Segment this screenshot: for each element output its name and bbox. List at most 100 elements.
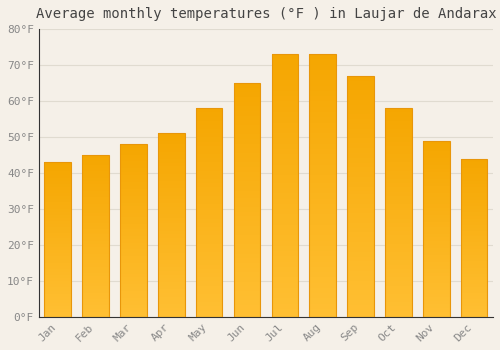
Bar bbox=[234, 132, 260, 134]
Bar bbox=[310, 188, 336, 191]
Bar bbox=[423, 287, 450, 289]
Bar bbox=[82, 221, 109, 223]
Bar bbox=[423, 299, 450, 301]
Bar bbox=[44, 303, 71, 304]
Bar bbox=[423, 160, 450, 162]
Bar bbox=[234, 261, 260, 263]
Bar bbox=[385, 131, 411, 133]
Bar bbox=[82, 299, 109, 301]
Bar bbox=[158, 197, 184, 199]
Bar bbox=[44, 308, 71, 309]
Bar bbox=[82, 236, 109, 238]
Bar bbox=[82, 163, 109, 164]
Bar bbox=[348, 93, 374, 95]
Bar bbox=[348, 119, 374, 121]
Bar bbox=[44, 257, 71, 258]
Bar bbox=[120, 287, 146, 289]
Bar bbox=[44, 260, 71, 261]
Bar bbox=[196, 292, 222, 294]
Bar bbox=[461, 290, 487, 292]
Bar bbox=[423, 225, 450, 227]
Bar bbox=[234, 111, 260, 113]
Bar bbox=[234, 228, 260, 230]
Bar bbox=[423, 142, 450, 144]
Bar bbox=[82, 281, 109, 283]
Bar bbox=[82, 226, 109, 228]
Bar bbox=[348, 247, 374, 249]
Bar bbox=[82, 228, 109, 229]
Bar bbox=[82, 225, 109, 226]
Bar bbox=[44, 297, 71, 298]
Bar bbox=[423, 301, 450, 303]
Bar bbox=[385, 304, 411, 306]
Bar bbox=[196, 242, 222, 244]
Bar bbox=[158, 144, 184, 146]
Bar bbox=[272, 112, 298, 114]
Bar bbox=[120, 177, 146, 179]
Bar bbox=[310, 194, 336, 196]
Bar bbox=[196, 114, 222, 117]
Bar bbox=[234, 158, 260, 160]
Bar bbox=[82, 173, 109, 174]
Bar bbox=[385, 281, 411, 284]
Bar bbox=[120, 231, 146, 232]
Bar bbox=[82, 315, 109, 317]
Bar bbox=[234, 162, 260, 165]
Bar bbox=[461, 247, 487, 249]
Bar bbox=[310, 246, 336, 248]
Bar bbox=[461, 190, 487, 192]
Bar bbox=[461, 304, 487, 306]
Bar bbox=[196, 173, 222, 175]
Bar bbox=[272, 128, 298, 131]
Bar bbox=[120, 163, 146, 165]
Bar bbox=[82, 285, 109, 286]
Bar bbox=[196, 240, 222, 242]
Bar bbox=[234, 160, 260, 162]
Bar bbox=[234, 104, 260, 106]
Bar bbox=[120, 198, 146, 199]
Bar bbox=[120, 213, 146, 215]
Bar bbox=[272, 301, 298, 304]
Bar bbox=[461, 234, 487, 236]
Bar bbox=[310, 290, 336, 293]
Bar bbox=[44, 191, 71, 193]
Bar bbox=[461, 284, 487, 285]
Bar bbox=[158, 231, 184, 232]
Bar bbox=[44, 230, 71, 232]
Bar bbox=[158, 262, 184, 264]
Bar bbox=[82, 220, 109, 221]
Bar bbox=[44, 269, 71, 271]
Bar bbox=[158, 179, 184, 181]
Bar bbox=[272, 191, 298, 194]
Bar bbox=[423, 236, 450, 238]
Bar bbox=[196, 219, 222, 221]
Bar bbox=[234, 88, 260, 90]
Bar bbox=[120, 305, 146, 307]
Bar bbox=[44, 224, 71, 225]
Bar bbox=[385, 188, 411, 190]
Bar bbox=[461, 306, 487, 307]
Bar bbox=[385, 190, 411, 192]
Bar bbox=[423, 298, 450, 299]
Bar bbox=[44, 235, 71, 236]
Bar bbox=[310, 186, 336, 188]
Bar bbox=[272, 312, 298, 314]
Bar bbox=[348, 278, 374, 281]
Bar bbox=[272, 72, 298, 75]
Bar bbox=[196, 221, 222, 223]
Bar bbox=[310, 72, 336, 75]
Bar bbox=[461, 189, 487, 190]
Bar bbox=[385, 112, 411, 114]
Bar bbox=[423, 267, 450, 269]
Bar bbox=[44, 212, 71, 213]
Bar bbox=[348, 110, 374, 112]
Bar bbox=[120, 168, 146, 170]
Bar bbox=[348, 307, 374, 309]
Bar bbox=[196, 110, 222, 112]
Bar bbox=[423, 257, 450, 259]
Bar bbox=[44, 284, 71, 286]
Bar bbox=[385, 162, 411, 164]
Bar bbox=[310, 144, 336, 146]
Bar bbox=[385, 240, 411, 242]
Bar bbox=[272, 65, 298, 67]
